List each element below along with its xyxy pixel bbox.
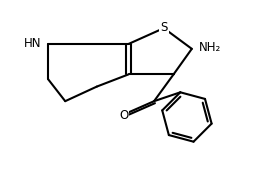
Text: HN: HN (24, 37, 41, 51)
Text: NH₂: NH₂ (199, 41, 221, 54)
Text: S: S (160, 21, 168, 34)
Text: O: O (119, 109, 128, 122)
